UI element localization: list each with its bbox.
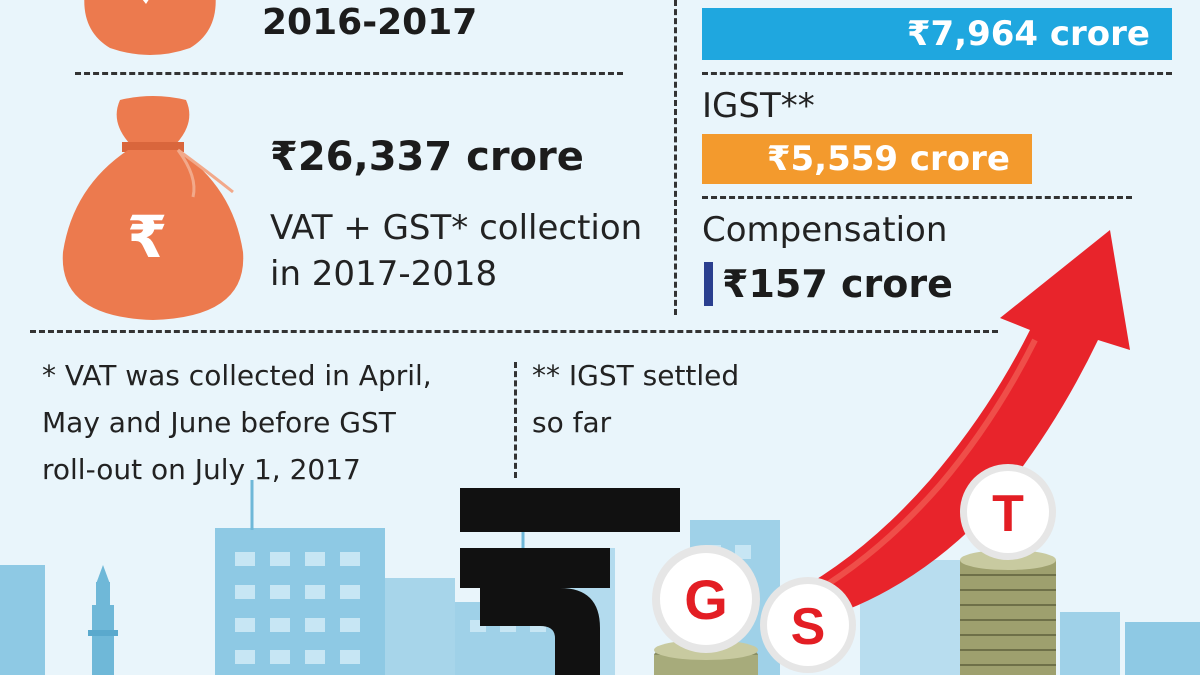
vat-note-line1: * VAT was collected in April, (42, 359, 432, 392)
notes-column-divider (514, 362, 517, 478)
rupee-symbol-icon (460, 488, 680, 675)
bag-rupee-symbol: ₹ (127, 203, 168, 271)
coin-letter-t-icon: T (960, 464, 1056, 560)
coin-g-letter: G (684, 568, 728, 631)
collection-caption-line1: VAT + GST* collection (270, 208, 643, 248)
coin-t-letter: T (992, 485, 1024, 543)
money-bag-rupee-icon (62, 96, 244, 320)
coin-letter-s-icon: S (760, 577, 856, 673)
compensation-label: Compensation (702, 210, 948, 250)
notes-divider (30, 330, 998, 333)
money-bag-icon (84, 0, 216, 55)
total-collection-amount: ₹26,337 crore (270, 134, 584, 180)
igst-note-line2: so far (532, 406, 612, 439)
collection-caption-line2: in 2017-2018 (270, 254, 498, 294)
top-year-label: 2016-2017 (262, 2, 478, 43)
vat-note-line2: May and June before GST (42, 406, 396, 439)
first-value-bar: ₹7,964 crore (702, 8, 1172, 60)
right-divider-2 (702, 196, 1132, 199)
column-divider (674, 0, 677, 315)
left-divider-top (75, 72, 623, 75)
compensation-value: ₹157 crore (722, 262, 953, 306)
igst-note-line1: ** IGST settled (532, 359, 740, 392)
compensation-value-bar (704, 262, 713, 306)
igst-value-bar: ₹5,559 crore (702, 134, 1032, 184)
coin-letter-g-icon: G (652, 545, 760, 653)
igst-label: IGST** (702, 86, 815, 126)
vat-note-line3: roll-out on July 1, 2017 (42, 453, 361, 486)
coin-s-letter: S (791, 598, 826, 656)
right-divider-1 (702, 72, 1172, 75)
